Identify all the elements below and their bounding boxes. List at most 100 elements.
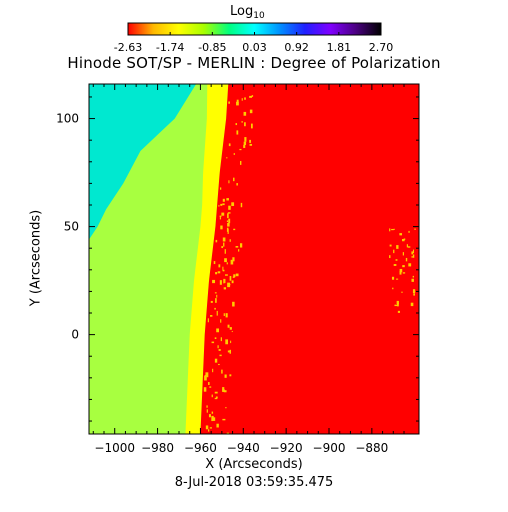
plage-speck bbox=[227, 324, 230, 328]
plage-speck bbox=[211, 411, 214, 414]
colorbar-tick-label: -1.74 bbox=[156, 41, 184, 54]
plage-speck bbox=[205, 425, 209, 430]
plage-speck bbox=[250, 123, 253, 129]
plage-speck bbox=[239, 243, 243, 248]
plage-speck bbox=[405, 257, 408, 262]
plage-speck bbox=[207, 318, 209, 323]
plage-speck bbox=[395, 278, 399, 280]
plage-speck bbox=[225, 406, 227, 409]
plage-speck bbox=[225, 313, 228, 318]
plage-speck bbox=[412, 289, 416, 294]
plage-speck bbox=[228, 101, 230, 104]
plage-speck bbox=[393, 249, 395, 254]
plage-speck bbox=[241, 98, 243, 101]
plage-speck bbox=[218, 204, 220, 207]
plage-speck bbox=[406, 244, 409, 248]
plage-speck bbox=[225, 339, 229, 345]
plage-speck bbox=[222, 269, 225, 272]
plage-speck bbox=[224, 278, 226, 284]
plage-speck bbox=[408, 230, 410, 233]
heatmap-image bbox=[89, 84, 419, 434]
plage-speck bbox=[221, 246, 224, 249]
plage-speck bbox=[396, 300, 399, 305]
plage-speck bbox=[229, 374, 232, 377]
plage-speck bbox=[239, 160, 242, 165]
plage-speck bbox=[391, 228, 394, 231]
plage-speck bbox=[227, 212, 231, 214]
plage-speck bbox=[411, 278, 414, 282]
plage-speck bbox=[219, 217, 221, 220]
plage-speck bbox=[214, 307, 216, 310]
plage-speck bbox=[203, 387, 207, 392]
plage-speck bbox=[223, 313, 225, 317]
plage-speck bbox=[391, 276, 395, 280]
plage-speck bbox=[216, 423, 219, 428]
plage-speck bbox=[215, 272, 218, 275]
plage-speck bbox=[223, 242, 225, 247]
plage-speck bbox=[227, 228, 229, 234]
plage-speck bbox=[223, 287, 227, 290]
plage-speck bbox=[218, 349, 221, 351]
on-disk-region bbox=[200, 84, 419, 434]
plage-speck bbox=[233, 228, 236, 231]
plage-speck bbox=[389, 244, 392, 247]
plage-speck bbox=[214, 397, 218, 400]
plage-speck bbox=[222, 237, 226, 242]
plage-speck bbox=[399, 270, 402, 275]
plage-speck bbox=[208, 414, 211, 418]
plage-speck bbox=[220, 225, 223, 230]
plage-speck bbox=[235, 246, 239, 248]
plage-speck bbox=[209, 386, 212, 388]
y-tick-label: 0 bbox=[71, 328, 79, 342]
plage-speck bbox=[211, 394, 213, 398]
plage-speck bbox=[220, 337, 222, 342]
plage-speck bbox=[231, 280, 234, 284]
plage-speck bbox=[249, 139, 252, 143]
plage-speck bbox=[214, 337, 217, 339]
plage-speck bbox=[232, 276, 235, 278]
plage-speck bbox=[412, 249, 415, 254]
plage-speck bbox=[249, 143, 253, 146]
plage-speck bbox=[217, 271, 221, 274]
plage-speck bbox=[244, 122, 246, 127]
plage-speck bbox=[228, 180, 230, 184]
plage-speck bbox=[227, 213, 229, 219]
plage-speck bbox=[206, 409, 208, 413]
plage-speck bbox=[229, 349, 232, 354]
plage-speck bbox=[222, 418, 226, 421]
plage-speck bbox=[222, 387, 225, 392]
plage-speck bbox=[211, 416, 214, 422]
plage-speck bbox=[236, 101, 239, 106]
colorbar-title: Log10 bbox=[230, 4, 265, 21]
x-tick-label: −940 bbox=[227, 441, 260, 455]
plage-speck bbox=[224, 258, 227, 263]
plage-speck bbox=[241, 121, 243, 123]
x-tick-label: −920 bbox=[270, 441, 303, 455]
plage-speck bbox=[236, 183, 238, 186]
plage-speck bbox=[227, 283, 231, 286]
plage-speck bbox=[212, 417, 216, 421]
x-tick-label: −880 bbox=[355, 441, 388, 455]
plage-speck bbox=[401, 291, 403, 293]
colorbar-tick-label: 1.81 bbox=[327, 41, 352, 54]
plage-speck bbox=[214, 292, 217, 294]
plage-speck bbox=[215, 396, 218, 399]
plage-speck bbox=[211, 341, 215, 344]
plage-speck bbox=[233, 274, 236, 278]
plage-speck bbox=[213, 261, 216, 265]
plage-speck bbox=[408, 263, 412, 267]
plage-speck bbox=[219, 354, 222, 357]
plage-speck bbox=[210, 300, 213, 303]
plage-speck bbox=[224, 249, 226, 254]
plage-speck bbox=[221, 212, 225, 216]
plage-speck bbox=[216, 328, 220, 333]
plage-speck bbox=[214, 391, 218, 394]
x-tick-label: −980 bbox=[141, 441, 174, 455]
plage-speck bbox=[225, 274, 228, 276]
plage-speck bbox=[410, 302, 414, 307]
plage-speck bbox=[395, 259, 398, 261]
plage-speck bbox=[226, 198, 229, 201]
plage-speck bbox=[389, 255, 391, 259]
plage-speck bbox=[223, 390, 227, 393]
plage-speck bbox=[208, 382, 210, 385]
